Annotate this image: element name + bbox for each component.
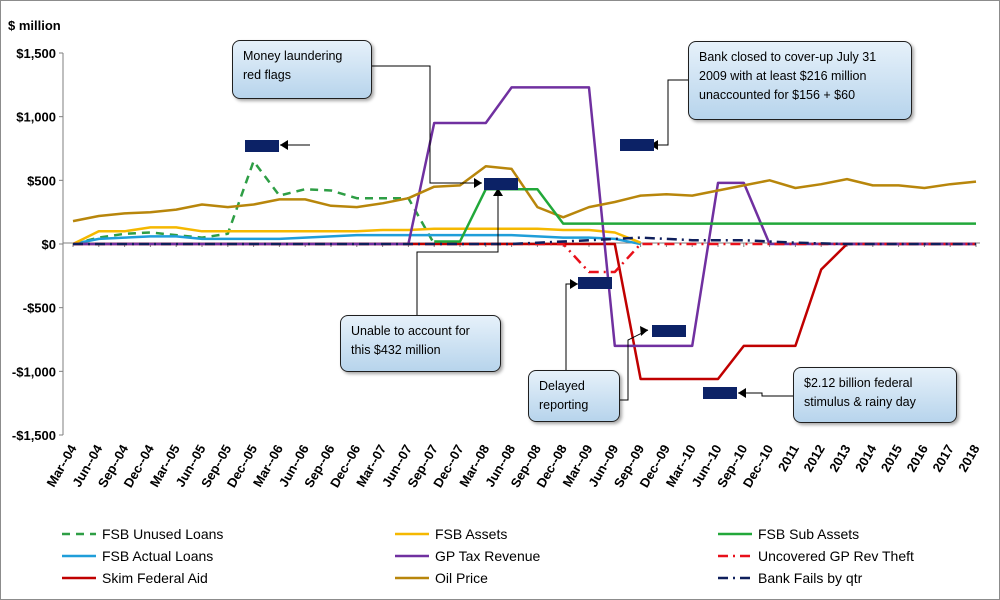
legend-label: FSB Actual Loans bbox=[102, 548, 214, 564]
legend-swatch bbox=[62, 554, 96, 558]
legend-label: Skim Federal Aid bbox=[102, 570, 208, 586]
leader-stimulus bbox=[738, 392, 793, 397]
y-tick-label: -$1,500 bbox=[12, 428, 56, 443]
callout-text-line: Delayed bbox=[539, 379, 585, 393]
legend-swatch bbox=[395, 532, 429, 536]
y-tick-label: $1,000 bbox=[16, 110, 56, 125]
x-tick-label: 2013 bbox=[826, 442, 853, 475]
callout-money-laundering: Money laundering red flags bbox=[232, 40, 372, 99]
legend-item: FSB Unused Loans bbox=[62, 525, 223, 543]
legend-swatch bbox=[395, 576, 429, 580]
leader-money-laundering bbox=[370, 65, 482, 184]
callout-unable-to-account: Unable to account for this $432 million bbox=[340, 315, 501, 372]
series-line-fsb-actual-loans bbox=[72, 233, 641, 246]
callout-text-line: Money laundering bbox=[243, 49, 343, 63]
event-marker bbox=[620, 139, 654, 151]
callout-text-line: Bank closed to cover-up July 31 bbox=[699, 50, 877, 64]
legend-label: FSB Unused Loans bbox=[102, 526, 224, 542]
callout-text-line: 2009 with at least $216 million bbox=[699, 69, 867, 83]
legend-item: Skim Federal Aid bbox=[62, 569, 208, 587]
legend-item: Oil Price bbox=[395, 569, 488, 587]
legend-item: FSB Sub Assets bbox=[718, 525, 859, 543]
x-tick-label: 2016 bbox=[904, 442, 931, 475]
series-line-fsb-unused-loans bbox=[72, 159, 436, 246]
callout-text-line: unaccounted for $156 + $60 bbox=[699, 88, 856, 102]
arrowhead bbox=[280, 140, 288, 150]
legend-label: Oil Price bbox=[435, 570, 488, 586]
arrowhead bbox=[570, 279, 578, 289]
x-tick-label: 2017 bbox=[929, 442, 956, 475]
legend-label: FSB Assets bbox=[435, 526, 508, 542]
legend-item: Bank Fails by qtr bbox=[718, 569, 862, 587]
callout-text-line: Unable to account for bbox=[351, 324, 470, 338]
y-tick-label: -$500 bbox=[23, 301, 56, 316]
y-axis-unit-label: $ million bbox=[8, 18, 61, 33]
legend-label: FSB Sub Assets bbox=[758, 526, 860, 542]
callout-text-line: stimulus & rainy day bbox=[804, 395, 916, 409]
callout-delayed-reporting: Delayed reporting bbox=[528, 370, 620, 422]
series-lines bbox=[72, 86, 977, 381]
series-line-skim-federal-aid bbox=[73, 242, 976, 381]
y-axis-ticks: $1,500 $1,000 $500 $0 -$500 -$1,000 -$1,500 bbox=[12, 46, 63, 443]
legend-item: FSB Actual Loans bbox=[62, 547, 213, 565]
y-tick-label: $500 bbox=[27, 173, 56, 188]
x-tick-label: 2015 bbox=[878, 442, 905, 475]
series-line-oil-price bbox=[72, 165, 977, 223]
callout-leader-lines bbox=[280, 65, 793, 401]
event-marker bbox=[245, 140, 279, 152]
event-marker bbox=[484, 178, 518, 190]
callout-stimulus: $2.12 billion federal stimulus & rainy d… bbox=[793, 367, 957, 423]
legend-label: Uncovered GP Rev Theft bbox=[758, 548, 914, 564]
y-tick-label: -$1,000 bbox=[12, 364, 56, 379]
x-tick-label: 2011 bbox=[775, 442, 802, 474]
series-line-fsb-assets bbox=[72, 226, 642, 246]
callout-text-line: this $432 million bbox=[351, 343, 441, 357]
legend-swatch bbox=[62, 532, 96, 536]
callout-bank-closed: Bank closed to cover-up July 31 2009 wit… bbox=[688, 41, 912, 120]
y-tick-label: $0 bbox=[42, 237, 56, 252]
series-line-uncovered-gp-rev-theft bbox=[73, 242, 976, 274]
event-marker bbox=[578, 277, 612, 289]
series-line-fsb-sub-assets bbox=[434, 187, 976, 243]
x-tick-label: 2018 bbox=[955, 442, 982, 475]
event-marker bbox=[652, 325, 686, 337]
leader-delayed-reporting-2 bbox=[620, 329, 649, 401]
arrowhead bbox=[640, 326, 648, 336]
x-tick-label: 2014 bbox=[852, 441, 880, 474]
leader-unable-to-account bbox=[416, 188, 499, 315]
x-tick-label: 2012 bbox=[800, 442, 827, 475]
legend-swatch bbox=[718, 554, 752, 558]
series-line-bank-fails-by-qtr bbox=[73, 236, 976, 246]
legend-item: FSB Assets bbox=[395, 525, 507, 543]
legend-item: Uncovered GP Rev Theft bbox=[718, 547, 914, 565]
callout-text-line: reporting bbox=[539, 398, 589, 412]
leader-delayed-reporting bbox=[565, 283, 578, 370]
legend-swatch bbox=[718, 576, 752, 580]
callout-text-line: red flags bbox=[243, 68, 291, 82]
legend-label: Bank Fails by qtr bbox=[758, 570, 863, 586]
legend-swatch bbox=[718, 532, 752, 536]
arrowhead bbox=[474, 178, 482, 188]
legend-swatch bbox=[62, 576, 96, 580]
legend-swatch bbox=[395, 554, 429, 558]
event-markers bbox=[245, 139, 737, 399]
y-tick-label: $1,500 bbox=[16, 46, 56, 61]
series-line-gp-tax-revenue bbox=[73, 86, 976, 348]
arrowhead bbox=[493, 188, 503, 196]
legend-label: GP Tax Revenue bbox=[435, 548, 541, 564]
leader-bank-closed bbox=[650, 79, 688, 146]
legend-item: GP Tax Revenue bbox=[395, 547, 540, 565]
callout-text-line: $2.12 billion federal bbox=[804, 376, 913, 390]
event-marker bbox=[703, 387, 737, 399]
arrowhead bbox=[738, 388, 746, 398]
